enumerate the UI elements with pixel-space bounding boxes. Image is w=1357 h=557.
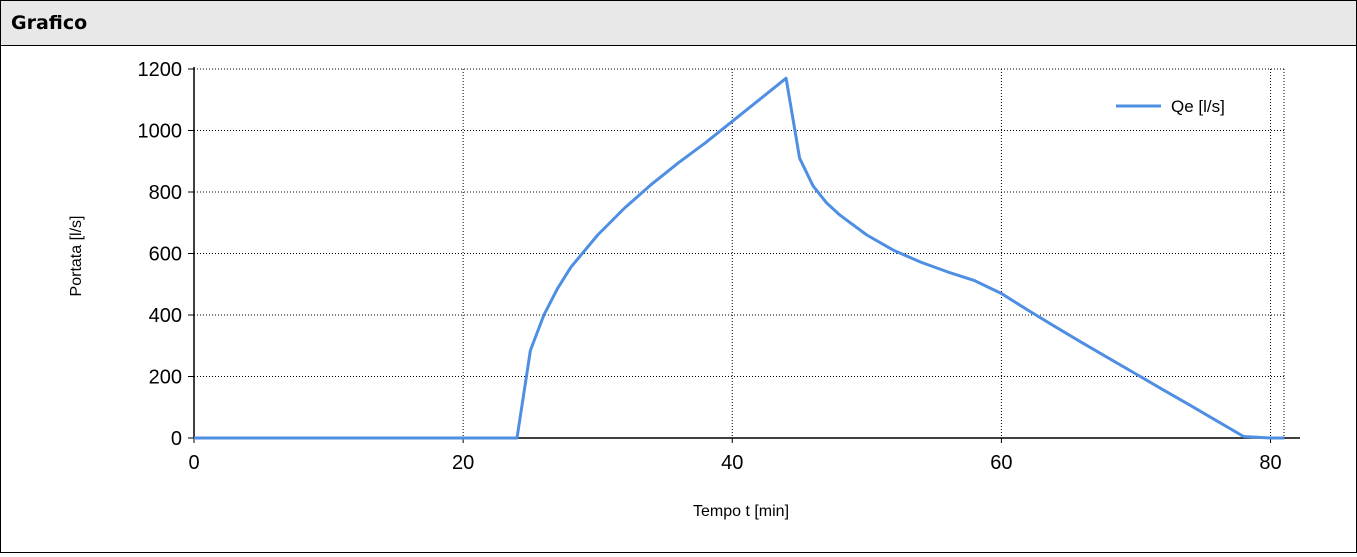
legend: Qe [l/s] xyxy=(1116,97,1225,116)
x-tick-label: 60 xyxy=(990,452,1012,474)
grid-lines xyxy=(194,69,1284,438)
panel-header: Grafico xyxy=(1,1,1356,46)
x-tick-label: 40 xyxy=(721,452,743,474)
series-line xyxy=(194,78,1284,438)
y-axis-label: Portata [l/s] xyxy=(68,216,85,297)
y-tick-label: 600 xyxy=(149,244,182,266)
x-tick-label: 80 xyxy=(1259,452,1281,474)
x-tick-label: 0 xyxy=(188,452,199,474)
x-axis-label: Tempo t [min] xyxy=(693,503,789,520)
y-tick-label: 800 xyxy=(149,182,182,204)
legend-label: Qe [l/s] xyxy=(1171,97,1225,116)
series-lines xyxy=(194,78,1284,438)
chart-area: 0 20 40 60 80 0 200 400 600 800 1000 1200 Qe [l/s] … xyxy=(1,46,1356,552)
y-tick-label: 1200 xyxy=(138,59,183,81)
y-tick-label: 200 xyxy=(149,367,182,389)
y-tick-label: 400 xyxy=(149,305,182,327)
axes xyxy=(188,67,1300,443)
y-tick-label: 0 xyxy=(171,428,182,450)
panel-title: Grafico xyxy=(11,12,87,34)
x-tick-label: 20 xyxy=(452,452,474,474)
y-tick-label: 1000 xyxy=(138,121,183,143)
